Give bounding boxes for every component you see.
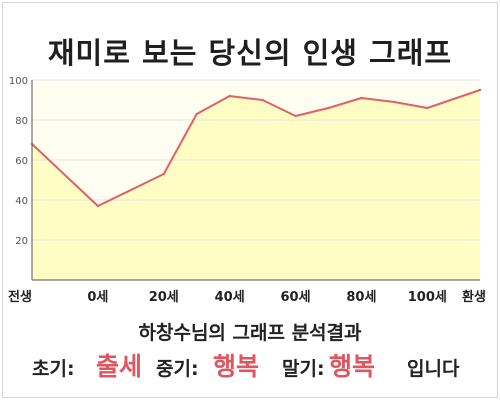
x-tick-label-4: 60세: [280, 290, 310, 305]
data-point-10: [426, 106, 429, 110]
area-fill: [32, 90, 480, 280]
late-label: 말기:: [282, 358, 325, 380]
ending-text: 입니다: [407, 358, 460, 380]
x-tick-label-2: 20세: [149, 290, 179, 305]
data-point-5: [261, 98, 264, 102]
x-tick-label-5: 80세: [346, 290, 376, 305]
data-point-8: [360, 96, 363, 100]
data-line: [31, 89, 481, 207]
chart-title: 재미로 보는 당신의 인생 그래프: [47, 36, 453, 70]
data-point-11: [478, 88, 482, 92]
mid-label: 중기:: [156, 358, 199, 380]
x-tick-label-1: 0세: [87, 290, 108, 305]
x-tick-label-0: 전생: [8, 289, 32, 305]
data-point-1: [96, 204, 100, 208]
x-tick-label-3: 40세: [215, 290, 245, 305]
y-tick-label-40: 40: [15, 196, 28, 207]
data-point-3: [195, 112, 198, 116]
early-label: 초기:: [32, 358, 75, 380]
late-value: 행복: [329, 352, 376, 381]
result-summary: 초기: 출세 중기: 행복 말기: 행복 입니다: [0, 344, 500, 384]
x-tick-label-7: 환생: [462, 289, 486, 305]
y-tick-label-100: 100: [9, 76, 28, 87]
early-value: 출세: [96, 352, 143, 381]
data-point-2: [162, 172, 165, 176]
y-tick-label-80: 80: [15, 116, 28, 127]
data-point-7: [327, 106, 330, 110]
mid-value: 행복: [213, 352, 260, 381]
data-point-6: [294, 114, 297, 118]
y-tick-label-60: 60: [15, 156, 28, 167]
result-heading: 하창수님의 그래프 분석결과: [138, 322, 362, 344]
data-point-4: [228, 94, 231, 98]
x-tick-label-6: 100세: [408, 290, 447, 305]
y-tick-label-20: 20: [15, 236, 28, 247]
data-point-9: [393, 100, 396, 104]
